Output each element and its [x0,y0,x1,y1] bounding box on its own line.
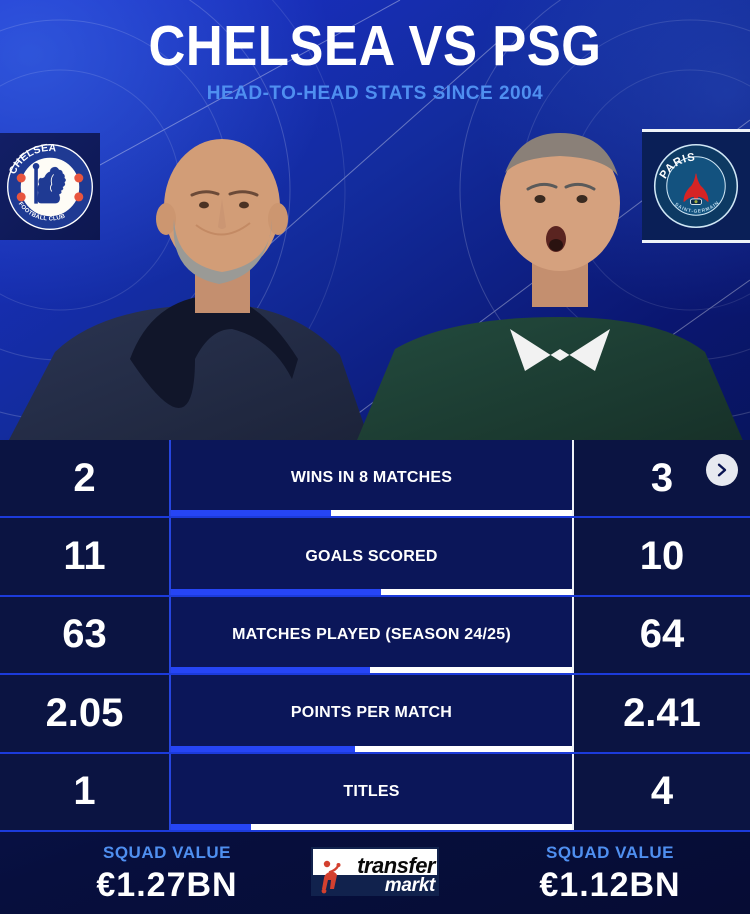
svg-text:markt: markt [385,875,436,896]
